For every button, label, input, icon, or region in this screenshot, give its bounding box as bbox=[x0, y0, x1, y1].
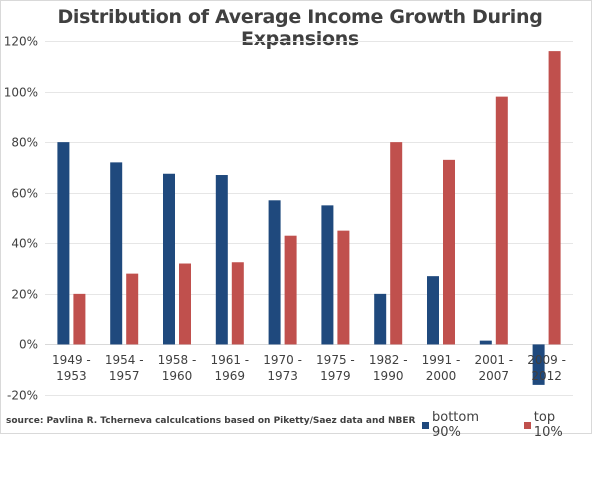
legend-label-top-10: top 10% bbox=[533, 410, 563, 440]
bar-top-10 bbox=[126, 273, 139, 345]
x-tick-label: 1958 - bbox=[158, 353, 197, 367]
x-tick-label: 1982 - bbox=[369, 353, 408, 367]
x-tick-label: 1969 bbox=[215, 369, 246, 383]
legend: bottom 90% top 10% bbox=[422, 410, 600, 440]
x-tick-label: 1979 bbox=[320, 369, 351, 383]
x-tick-label: 2000 bbox=[426, 369, 457, 383]
x-tick-label: 1953 bbox=[56, 369, 87, 383]
bar-bottom-90 bbox=[57, 142, 70, 345]
bar-top-10 bbox=[495, 96, 508, 345]
bar-bottom-90 bbox=[321, 205, 334, 345]
x-tick-label: 1954 - bbox=[105, 353, 144, 367]
x-tick-label: 1990 bbox=[373, 369, 404, 383]
x-tick-label: 1970 - bbox=[263, 353, 302, 367]
legend-swatch-top-10 bbox=[523, 421, 531, 429]
bar-top-10 bbox=[548, 51, 561, 345]
x-tick-label: 2001 - bbox=[474, 353, 513, 367]
legend-swatch-bottom-90 bbox=[422, 421, 429, 429]
x-tick-label: 1975 - bbox=[316, 353, 355, 367]
bar-top-10 bbox=[231, 262, 244, 345]
bar-bottom-90 bbox=[374, 293, 387, 345]
legend-item-bottom-90: bottom 90% bbox=[422, 410, 512, 440]
bar-bottom-90 bbox=[532, 344, 545, 385]
x-tick-label: 2009 - bbox=[527, 353, 566, 367]
gridlines bbox=[45, 41, 573, 396]
chart-title: Distribution of Average Income Growth Du… bbox=[57, 6, 543, 50]
bar-bottom-90 bbox=[215, 175, 228, 345]
bar-top-10 bbox=[73, 293, 86, 345]
bar-top-10 bbox=[443, 159, 455, 345]
y-tick-label: 60% bbox=[11, 187, 38, 201]
bar-top-10 bbox=[337, 230, 350, 345]
legend-item-top-10: top 10% bbox=[523, 410, 588, 440]
x-tick-label: 2012 bbox=[531, 369, 562, 383]
bar-bottom-90 bbox=[268, 200, 281, 345]
bars bbox=[57, 51, 561, 385]
source-note: source: Pavlina R. Tcherneva calculcatio… bbox=[6, 416, 416, 426]
bar-bottom-90 bbox=[110, 162, 123, 345]
bar-top-10 bbox=[284, 235, 297, 345]
y-axis-ticks: -20% 0% 20% 40% 60% 80% 100% 120% bbox=[4, 35, 38, 403]
legend-label-bottom-90: bottom 90% bbox=[431, 410, 480, 440]
y-tick-label: 40% bbox=[11, 237, 38, 251]
x-tick-label: 1973 bbox=[267, 369, 298, 383]
x-tick-label: 2007 bbox=[479, 369, 510, 383]
bar-top-10 bbox=[390, 142, 403, 345]
y-tick-label: 120% bbox=[4, 35, 38, 49]
y-tick-label: 80% bbox=[11, 136, 38, 150]
x-axis-ticks: 1949 - 1953 1954 - 1957 1958 - 1960 1961 - 1969… bbox=[52, 353, 566, 383]
y-tick-label: 0% bbox=[19, 338, 38, 352]
x-tick-label: 1949 - bbox=[52, 353, 91, 367]
bar-bottom-90 bbox=[479, 340, 492, 345]
y-tick-label: 100% bbox=[4, 86, 38, 100]
x-tick-label: 1957 bbox=[109, 369, 140, 383]
y-tick-label: 20% bbox=[11, 288, 38, 302]
x-tick-label: 1961 - bbox=[210, 353, 249, 367]
x-tick-label: 1960 bbox=[162, 369, 193, 383]
bar-bottom-90 bbox=[163, 173, 175, 345]
bar-top-10 bbox=[179, 263, 191, 345]
x-tick-label: 1991 - bbox=[422, 353, 461, 367]
y-tick-label: -20% bbox=[7, 389, 38, 403]
chart-frame bbox=[0, 0, 592, 434]
bar-bottom-90 bbox=[427, 276, 439, 345]
